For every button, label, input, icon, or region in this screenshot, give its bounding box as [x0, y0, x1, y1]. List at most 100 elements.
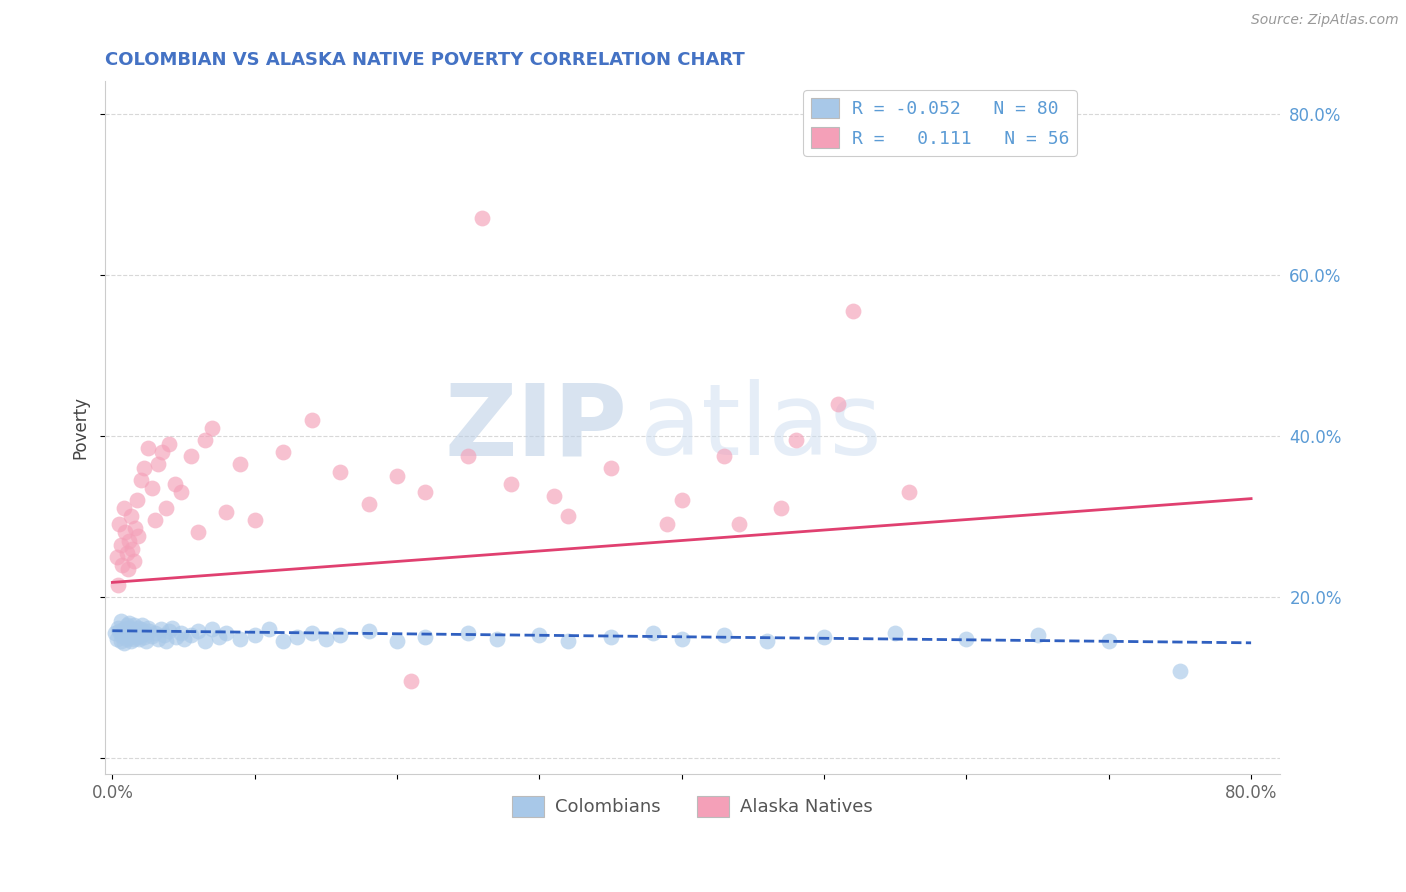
- Point: [152, 628, 174, 642]
- Point: [401, 674, 423, 689]
- Point: [1026, 628, 1049, 642]
- Point: [132, 461, 155, 475]
- Point: [229, 632, 252, 646]
- Point: [143, 513, 166, 527]
- Point: [104, 626, 127, 640]
- Point: [955, 632, 977, 646]
- Point: [121, 541, 143, 556]
- Point: [243, 628, 266, 642]
- Y-axis label: Poverty: Poverty: [72, 396, 89, 459]
- Point: [115, 624, 138, 638]
- Point: [727, 517, 749, 532]
- Text: Source: ZipAtlas.com: Source: ZipAtlas.com: [1251, 13, 1399, 28]
- Point: [136, 441, 159, 455]
- Point: [357, 624, 380, 638]
- Point: [180, 628, 202, 642]
- Point: [110, 614, 132, 628]
- Point: [194, 634, 217, 648]
- Point: [131, 618, 153, 632]
- Point: [169, 485, 191, 500]
- Point: [357, 497, 380, 511]
- Point: [756, 634, 779, 648]
- Point: [671, 632, 693, 646]
- Point: [271, 634, 294, 648]
- Point: [114, 626, 136, 640]
- Point: [118, 630, 141, 644]
- Point: [120, 509, 142, 524]
- Point: [111, 558, 134, 572]
- Point: [150, 445, 173, 459]
- Point: [132, 630, 155, 644]
- Point: [165, 630, 187, 644]
- Point: [115, 632, 138, 646]
- Point: [125, 493, 148, 508]
- Point: [187, 624, 209, 638]
- Point: [127, 620, 149, 634]
- Point: [187, 525, 209, 540]
- Point: [770, 501, 793, 516]
- Point: [117, 626, 139, 640]
- Point: [138, 624, 160, 638]
- Point: [827, 396, 849, 410]
- Point: [121, 626, 143, 640]
- Point: [122, 632, 145, 646]
- Point: [557, 634, 579, 648]
- Point: [657, 517, 679, 532]
- Point: [271, 445, 294, 459]
- Point: [127, 529, 149, 543]
- Point: [146, 457, 169, 471]
- Point: [110, 537, 132, 551]
- Point: [125, 630, 148, 644]
- Point: [1168, 664, 1191, 678]
- Point: [287, 630, 309, 644]
- Point: [114, 525, 136, 540]
- Point: [169, 626, 191, 640]
- Point: [155, 501, 177, 516]
- Point: [215, 505, 238, 519]
- Point: [385, 634, 408, 648]
- Point: [173, 632, 195, 646]
- Point: [599, 461, 621, 475]
- Text: atlas: atlas: [640, 379, 882, 476]
- Point: [257, 622, 280, 636]
- Point: [117, 620, 139, 634]
- Point: [160, 620, 183, 634]
- Point: [385, 469, 408, 483]
- Point: [110, 634, 132, 648]
- Point: [108, 517, 131, 532]
- Point: [124, 628, 146, 642]
- Point: [107, 620, 129, 634]
- Point: [671, 493, 693, 508]
- Point: [457, 449, 479, 463]
- Point: [146, 632, 169, 646]
- Point: [112, 636, 135, 650]
- Point: [485, 632, 508, 646]
- Point: [201, 421, 224, 435]
- Point: [243, 513, 266, 527]
- Point: [315, 632, 337, 646]
- Point: [1098, 634, 1121, 648]
- Point: [713, 628, 735, 642]
- Point: [105, 632, 128, 646]
- Point: [884, 626, 907, 640]
- Point: [121, 622, 143, 636]
- Point: [107, 578, 129, 592]
- Point: [134, 626, 156, 640]
- Point: [122, 554, 145, 568]
- Point: [108, 624, 131, 638]
- Point: [471, 211, 494, 226]
- Point: [194, 433, 217, 447]
- Point: [115, 546, 138, 560]
- Point: [128, 632, 150, 646]
- Point: [457, 626, 479, 640]
- Point: [813, 630, 835, 644]
- Point: [127, 626, 149, 640]
- Point: [229, 457, 252, 471]
- Point: [329, 465, 352, 479]
- Point: [599, 630, 621, 644]
- Point: [122, 618, 145, 632]
- Point: [201, 622, 224, 636]
- Point: [124, 521, 146, 535]
- Point: [112, 501, 135, 516]
- Point: [155, 634, 177, 648]
